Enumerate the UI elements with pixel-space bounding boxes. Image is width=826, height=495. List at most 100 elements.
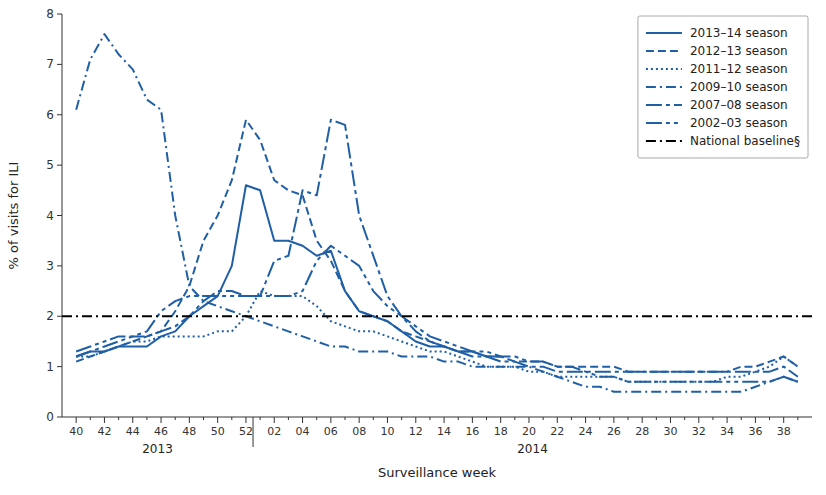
legend-swatch <box>646 50 682 52</box>
tick <box>783 417 784 423</box>
legend-label: 2007–08 season <box>690 98 788 112</box>
tick <box>670 417 671 423</box>
tick <box>698 417 699 423</box>
tick <box>797 417 798 420</box>
tick <box>57 265 62 266</box>
tick-label: 38 <box>777 425 791 438</box>
annotation: 2013 <box>142 442 173 456</box>
tick <box>642 417 643 423</box>
tick-label: 3 <box>46 259 54 273</box>
tick <box>57 417 62 418</box>
tick <box>514 417 515 420</box>
axis-title: Surveillance week <box>378 465 496 480</box>
tick-label: 18 <box>494 425 508 438</box>
tick <box>543 417 544 420</box>
tick <box>599 417 600 420</box>
tick-label: 10 <box>380 425 394 438</box>
tick-label: 2 <box>46 309 54 323</box>
tick-label: 20 <box>522 425 536 438</box>
tick <box>571 417 572 420</box>
tick <box>104 417 105 423</box>
tick <box>458 417 459 420</box>
tick <box>415 417 416 423</box>
tick-label: 12 <box>409 425 423 438</box>
tick-label: 42 <box>97 425 111 438</box>
tick <box>132 417 133 423</box>
tick <box>444 417 445 423</box>
tick <box>769 417 770 420</box>
tick <box>684 417 685 420</box>
tick <box>359 417 360 423</box>
tick-label: 50 <box>211 425 225 438</box>
tick <box>118 417 119 420</box>
legend-label: 2013–14 season <box>690 26 788 40</box>
tick <box>161 417 162 423</box>
tick-label: 14 <box>437 425 451 438</box>
tick <box>57 366 62 367</box>
legend-swatch <box>646 86 682 88</box>
tick <box>57 114 62 115</box>
tick <box>146 417 147 420</box>
x-axis: 4042444648505202040608101214161820222426… <box>62 417 812 447</box>
tick-label: 06 <box>324 425 338 438</box>
legend-swatch <box>646 104 682 106</box>
legend-swatch <box>646 32 682 34</box>
tick <box>401 417 402 420</box>
tick <box>755 417 756 423</box>
y-axis: 0 1 2 3 4 5 6 7 8 <box>46 7 62 424</box>
tick-label: 24 <box>579 425 593 438</box>
reference-line <box>62 315 812 317</box>
legend-frame <box>638 16 808 158</box>
tick <box>57 14 62 15</box>
legend-swatch <box>646 122 682 124</box>
tick <box>90 417 91 420</box>
tick-label: 02 <box>267 425 281 438</box>
tick-label: 6 <box>46 108 54 122</box>
tick <box>189 417 190 423</box>
tick <box>585 417 586 423</box>
tick <box>245 417 246 423</box>
tick <box>302 417 303 423</box>
tick <box>429 417 430 420</box>
tick <box>628 417 629 420</box>
tick-label: 28 <box>635 425 649 438</box>
tick <box>613 417 614 423</box>
tick-label: 22 <box>550 425 564 438</box>
legend-label: 2012–13 season <box>690 44 788 58</box>
tick-label: 0 <box>46 410 54 424</box>
tick <box>373 417 374 420</box>
tick-label: 48 <box>182 425 196 438</box>
legend: 2013–14 season2012–13 season2011–12 seas… <box>638 16 808 158</box>
tick-label: 4 <box>46 209 54 223</box>
tick <box>217 417 218 423</box>
axis-title: % of visits for ILI <box>6 162 21 270</box>
tick <box>57 316 62 317</box>
tick-label: 7 <box>46 57 54 71</box>
tick <box>231 417 232 420</box>
chart: 012345678% of visits for ILI404244464850… <box>0 0 826 495</box>
season-separator <box>253 417 254 447</box>
series-line <box>76 246 798 382</box>
tick <box>57 165 62 166</box>
tick-label: 5 <box>46 158 54 172</box>
tick <box>76 417 77 423</box>
tick-label: 16 <box>465 425 479 438</box>
tick <box>741 417 742 420</box>
annotation: 2014 <box>517 442 548 456</box>
legend-label: 2009–10 season <box>690 80 788 94</box>
tick <box>57 64 62 65</box>
tick-label: 1 <box>46 360 54 374</box>
tick <box>387 417 388 423</box>
tick-label: 52 <box>239 425 253 438</box>
tick-label: 44 <box>126 425 140 438</box>
tick <box>557 417 558 423</box>
tick <box>656 417 657 420</box>
tick <box>712 417 713 420</box>
series-line <box>76 291 798 382</box>
tick <box>345 417 346 420</box>
legend-swatch <box>646 140 682 142</box>
tick-label: 32 <box>692 425 706 438</box>
plot-area <box>62 34 812 392</box>
tick-label: 8 <box>46 7 54 21</box>
legend-swatch <box>646 68 682 70</box>
